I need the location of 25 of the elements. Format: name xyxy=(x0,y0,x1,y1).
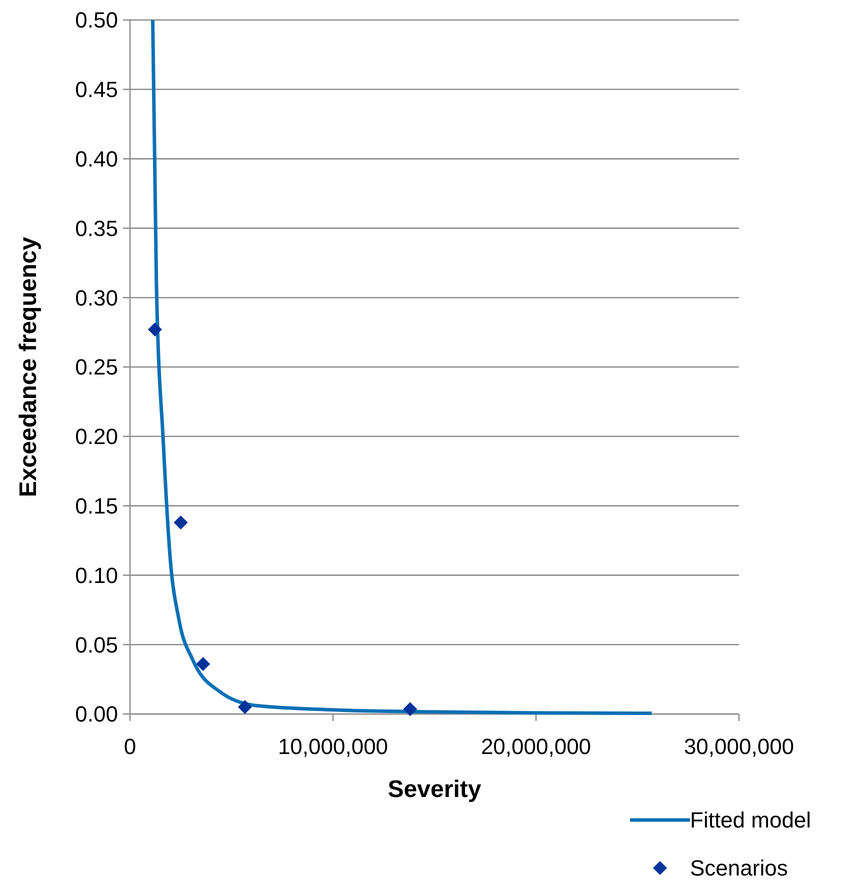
point xyxy=(196,657,210,672)
y-tick-label: 0.35 xyxy=(75,216,118,241)
point xyxy=(174,515,188,530)
y-tick-label: 0.05 xyxy=(75,632,118,658)
y-tick-label: 0.25 xyxy=(75,354,118,380)
y-tick-label: 0.10 xyxy=(75,562,118,588)
y-tick-label: 0.45 xyxy=(75,77,118,102)
legend-label: Fitted model xyxy=(690,808,812,833)
line-series xyxy=(150,18,654,716)
y-tick-label: 0.40 xyxy=(75,146,118,172)
y-tick-label: 0.00 xyxy=(75,702,118,727)
point xyxy=(148,322,162,337)
y-tick-label: 0.50 xyxy=(75,8,118,33)
point xyxy=(403,702,418,716)
point xyxy=(238,700,252,714)
x-tick-label: 20,000,000 xyxy=(480,734,592,759)
y-axis-title: Exceedance frequency xyxy=(15,236,42,498)
legend-label: Scenarios xyxy=(690,856,788,881)
y-tick-label: 0.30 xyxy=(75,285,118,310)
x-tick-label: 0 xyxy=(124,734,136,759)
y-tick-label: 0.15 xyxy=(75,494,118,518)
x-axis-title: Severity xyxy=(388,776,482,803)
y-tick-label: 0.20 xyxy=(75,424,118,450)
x-tick-label: 30,000,000 xyxy=(684,734,794,759)
x-tick-label: 10,000,000 xyxy=(278,734,388,759)
